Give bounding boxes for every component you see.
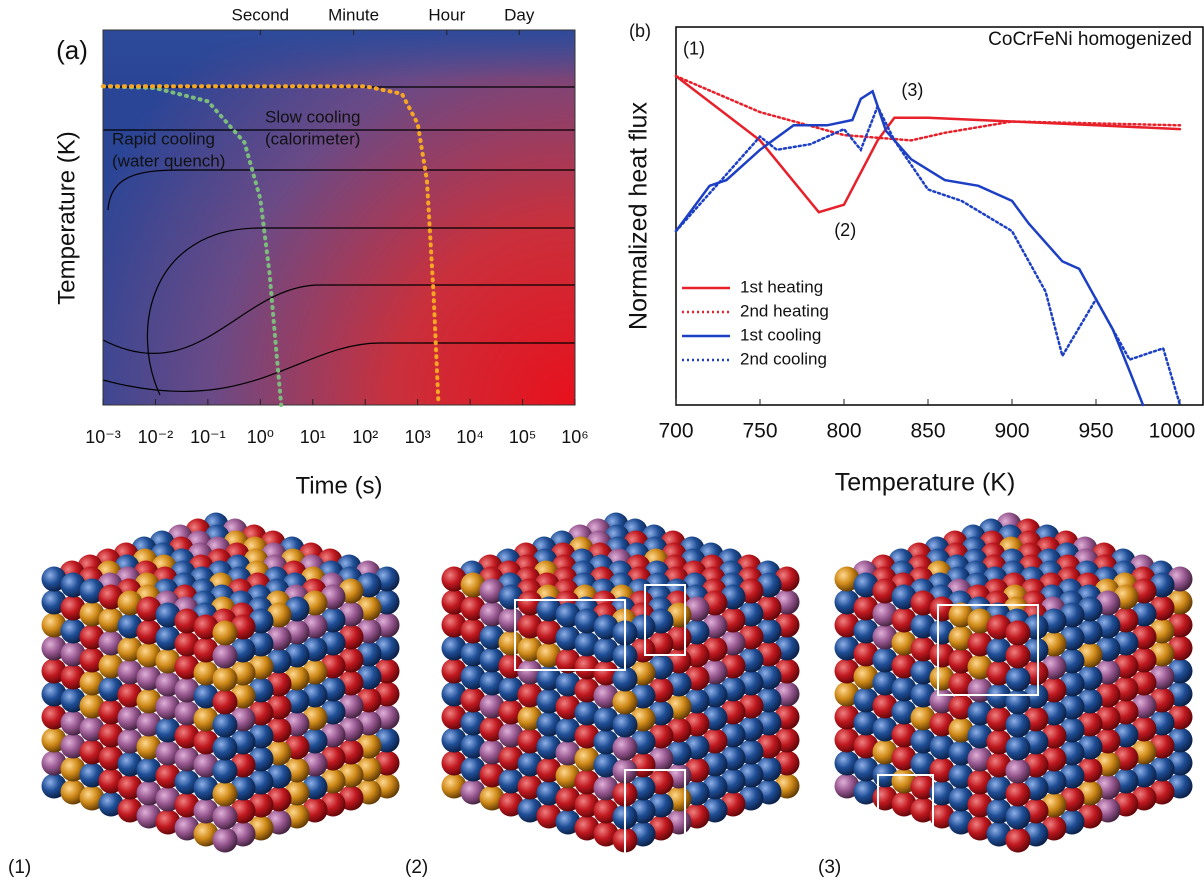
- x-tick-label: 950: [1078, 420, 1113, 443]
- annotation: (3): [901, 80, 923, 100]
- top-tick-label: Minute: [328, 5, 379, 24]
- atom: [1006, 736, 1031, 761]
- annotation: (2): [834, 220, 856, 240]
- legend-label: 1st cooling: [740, 325, 821, 344]
- annotation: Slow cooling: [265, 107, 360, 126]
- x-tick-label: 10³: [405, 427, 431, 447]
- x-tick-label: 10⁵: [509, 427, 536, 447]
- atom: [1006, 759, 1031, 784]
- y-axis-label: Temperature (K): [53, 131, 80, 304]
- annotation: Rapid cooling: [112, 129, 215, 148]
- atom: [213, 736, 238, 761]
- atom: [1006, 828, 1031, 853]
- x-tick-label: 700: [658, 420, 693, 443]
- heat-map-band: [103, 30, 575, 80]
- atom: [613, 713, 638, 738]
- atom-cubes: [42, 513, 1193, 881]
- atom: [1006, 690, 1031, 715]
- chart-title: CoCrFeNi homogenized: [988, 29, 1192, 50]
- x-tick-label: 900: [994, 420, 1029, 443]
- annotation: (1): [683, 38, 705, 58]
- atom: [213, 667, 238, 692]
- x-tick-label: 10¹: [300, 427, 326, 447]
- top-tick-label: Day: [504, 5, 535, 24]
- x-tick-label: 800: [826, 420, 861, 443]
- panel-label: (b): [629, 21, 651, 41]
- atom: [213, 828, 238, 853]
- atom: [213, 759, 238, 784]
- legend-label: 2nd cooling: [740, 349, 827, 368]
- x-tick-label: 10²: [352, 427, 378, 447]
- x-tick-label: 10⁰: [247, 427, 274, 447]
- x-tick-label: 750: [742, 420, 777, 443]
- x-tick-label: 1000: [1149, 420, 1196, 443]
- annotation: (water quench): [112, 151, 225, 170]
- panel-label: (1): [8, 857, 31, 878]
- x-tick-label: 10⁻³: [85, 427, 121, 447]
- annotation: (calorimeter): [265, 129, 360, 148]
- atom: [213, 713, 238, 738]
- x-tick-label: 10⁶: [561, 427, 588, 447]
- atom: [213, 805, 238, 830]
- atom: [1006, 667, 1031, 692]
- legend-label: 1st heating: [740, 277, 823, 296]
- y-axis-label: Normalized heat flux: [625, 102, 653, 330]
- atom: [213, 690, 238, 715]
- x-tick-label: 10⁴: [456, 427, 484, 447]
- top-tick-label: Hour: [428, 5, 465, 24]
- atom: [1006, 713, 1031, 738]
- panel-label: (a): [56, 35, 88, 65]
- data-line: [676, 76, 1180, 212]
- x-axis-label: Time (s): [295, 472, 382, 499]
- x-axis-label: Temperature (K): [835, 469, 1016, 497]
- atom: [213, 621, 238, 646]
- x-tick-label: 10⁻¹: [190, 427, 226, 447]
- atom: [1006, 621, 1031, 646]
- atom: [613, 690, 638, 715]
- top-tick-label: Second: [231, 5, 289, 24]
- x-tick-label: 10⁻²: [138, 427, 174, 447]
- panel-label: (2): [405, 857, 428, 878]
- atom: [213, 644, 238, 669]
- data-line: [676, 76, 1180, 140]
- atom: [213, 782, 238, 807]
- legend-label: 2nd heating: [740, 301, 829, 320]
- atom: [1006, 644, 1031, 669]
- figure: (a) Time (s) Temperature (K) (b) CoCrFeN…: [0, 0, 1204, 881]
- panel-label: (3): [818, 857, 841, 878]
- atom: [1006, 782, 1031, 807]
- atom: [613, 736, 638, 761]
- atom: [1006, 805, 1031, 830]
- x-tick-label: 850: [910, 420, 945, 443]
